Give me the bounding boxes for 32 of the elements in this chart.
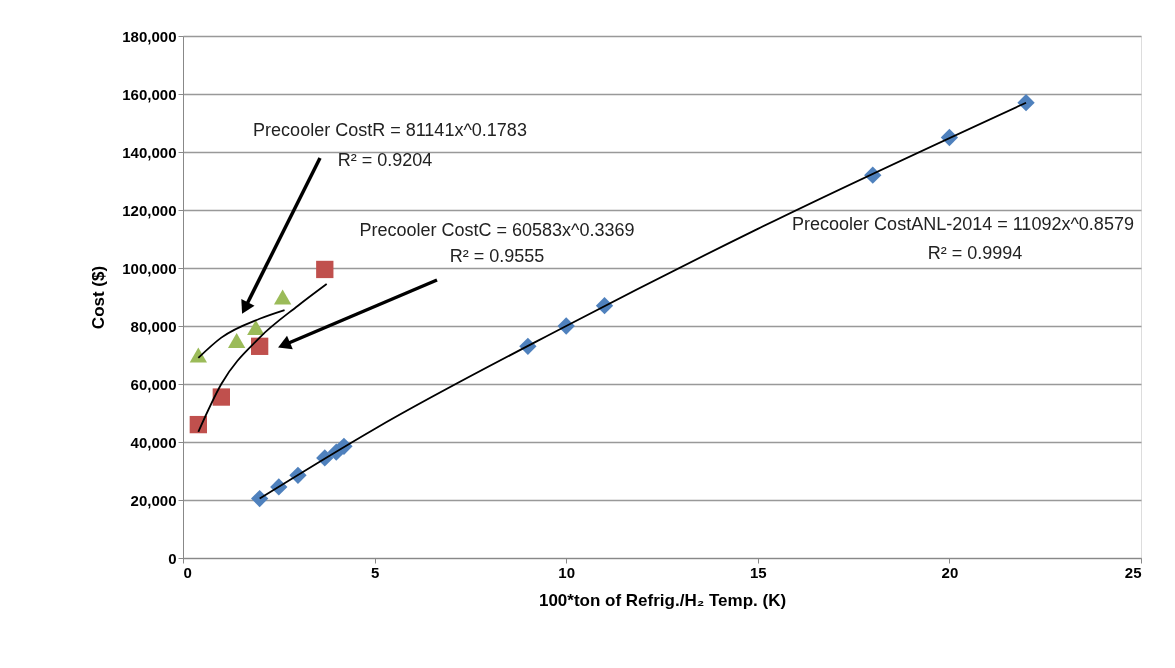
annotation: Precooler CostR = 81141x^0.1783 (253, 120, 527, 140)
annotation: Precooler CostC = 60583x^0.3369 (359, 220, 635, 240)
point (316, 260, 334, 279)
y-axis-title: Cost ($) (89, 265, 109, 330)
x-tick-label: 10 (558, 563, 576, 581)
y-tick-label: 100,000 (122, 259, 177, 277)
point (1017, 94, 1035, 112)
point (212, 388, 230, 406)
annotation: R² = 0.9994 (927, 243, 1023, 263)
x-tick-label: 0 (183, 563, 192, 581)
x-tick-label: 5 (370, 563, 380, 581)
x-axis-title: 100*ton of Refrig./H₂ Temp. (K) (538, 590, 787, 610)
point (247, 319, 265, 335)
point (250, 489, 269, 508)
y-tick-label: 180,000 (122, 27, 177, 45)
y-tick-label: 60,000 (130, 375, 177, 393)
annotation: R² = 0.9204 (337, 150, 433, 170)
y-tick-label: 140,000 (122, 143, 177, 161)
annotation: Precooler CostANL-2014 = 11092x^0.8579 (792, 214, 1134, 234)
y-tick-label: 80,000 (130, 317, 177, 335)
y-tick-label: 120,000 (122, 201, 177, 219)
x-tick-label: 15 (749, 563, 767, 581)
point (227, 333, 246, 348)
point (189, 347, 207, 363)
y-tick-label: 0 (168, 549, 177, 567)
x-tick-label: 25 (1124, 563, 1142, 581)
annotation: R² = 0.9555 (449, 246, 545, 266)
y-tick-label: 20,000 (130, 491, 177, 509)
y-tick-label: 40,000 (130, 433, 177, 451)
x-tick-label: 20 (941, 563, 959, 581)
point (273, 289, 292, 305)
y-tick-label: 160,000 (122, 85, 177, 103)
